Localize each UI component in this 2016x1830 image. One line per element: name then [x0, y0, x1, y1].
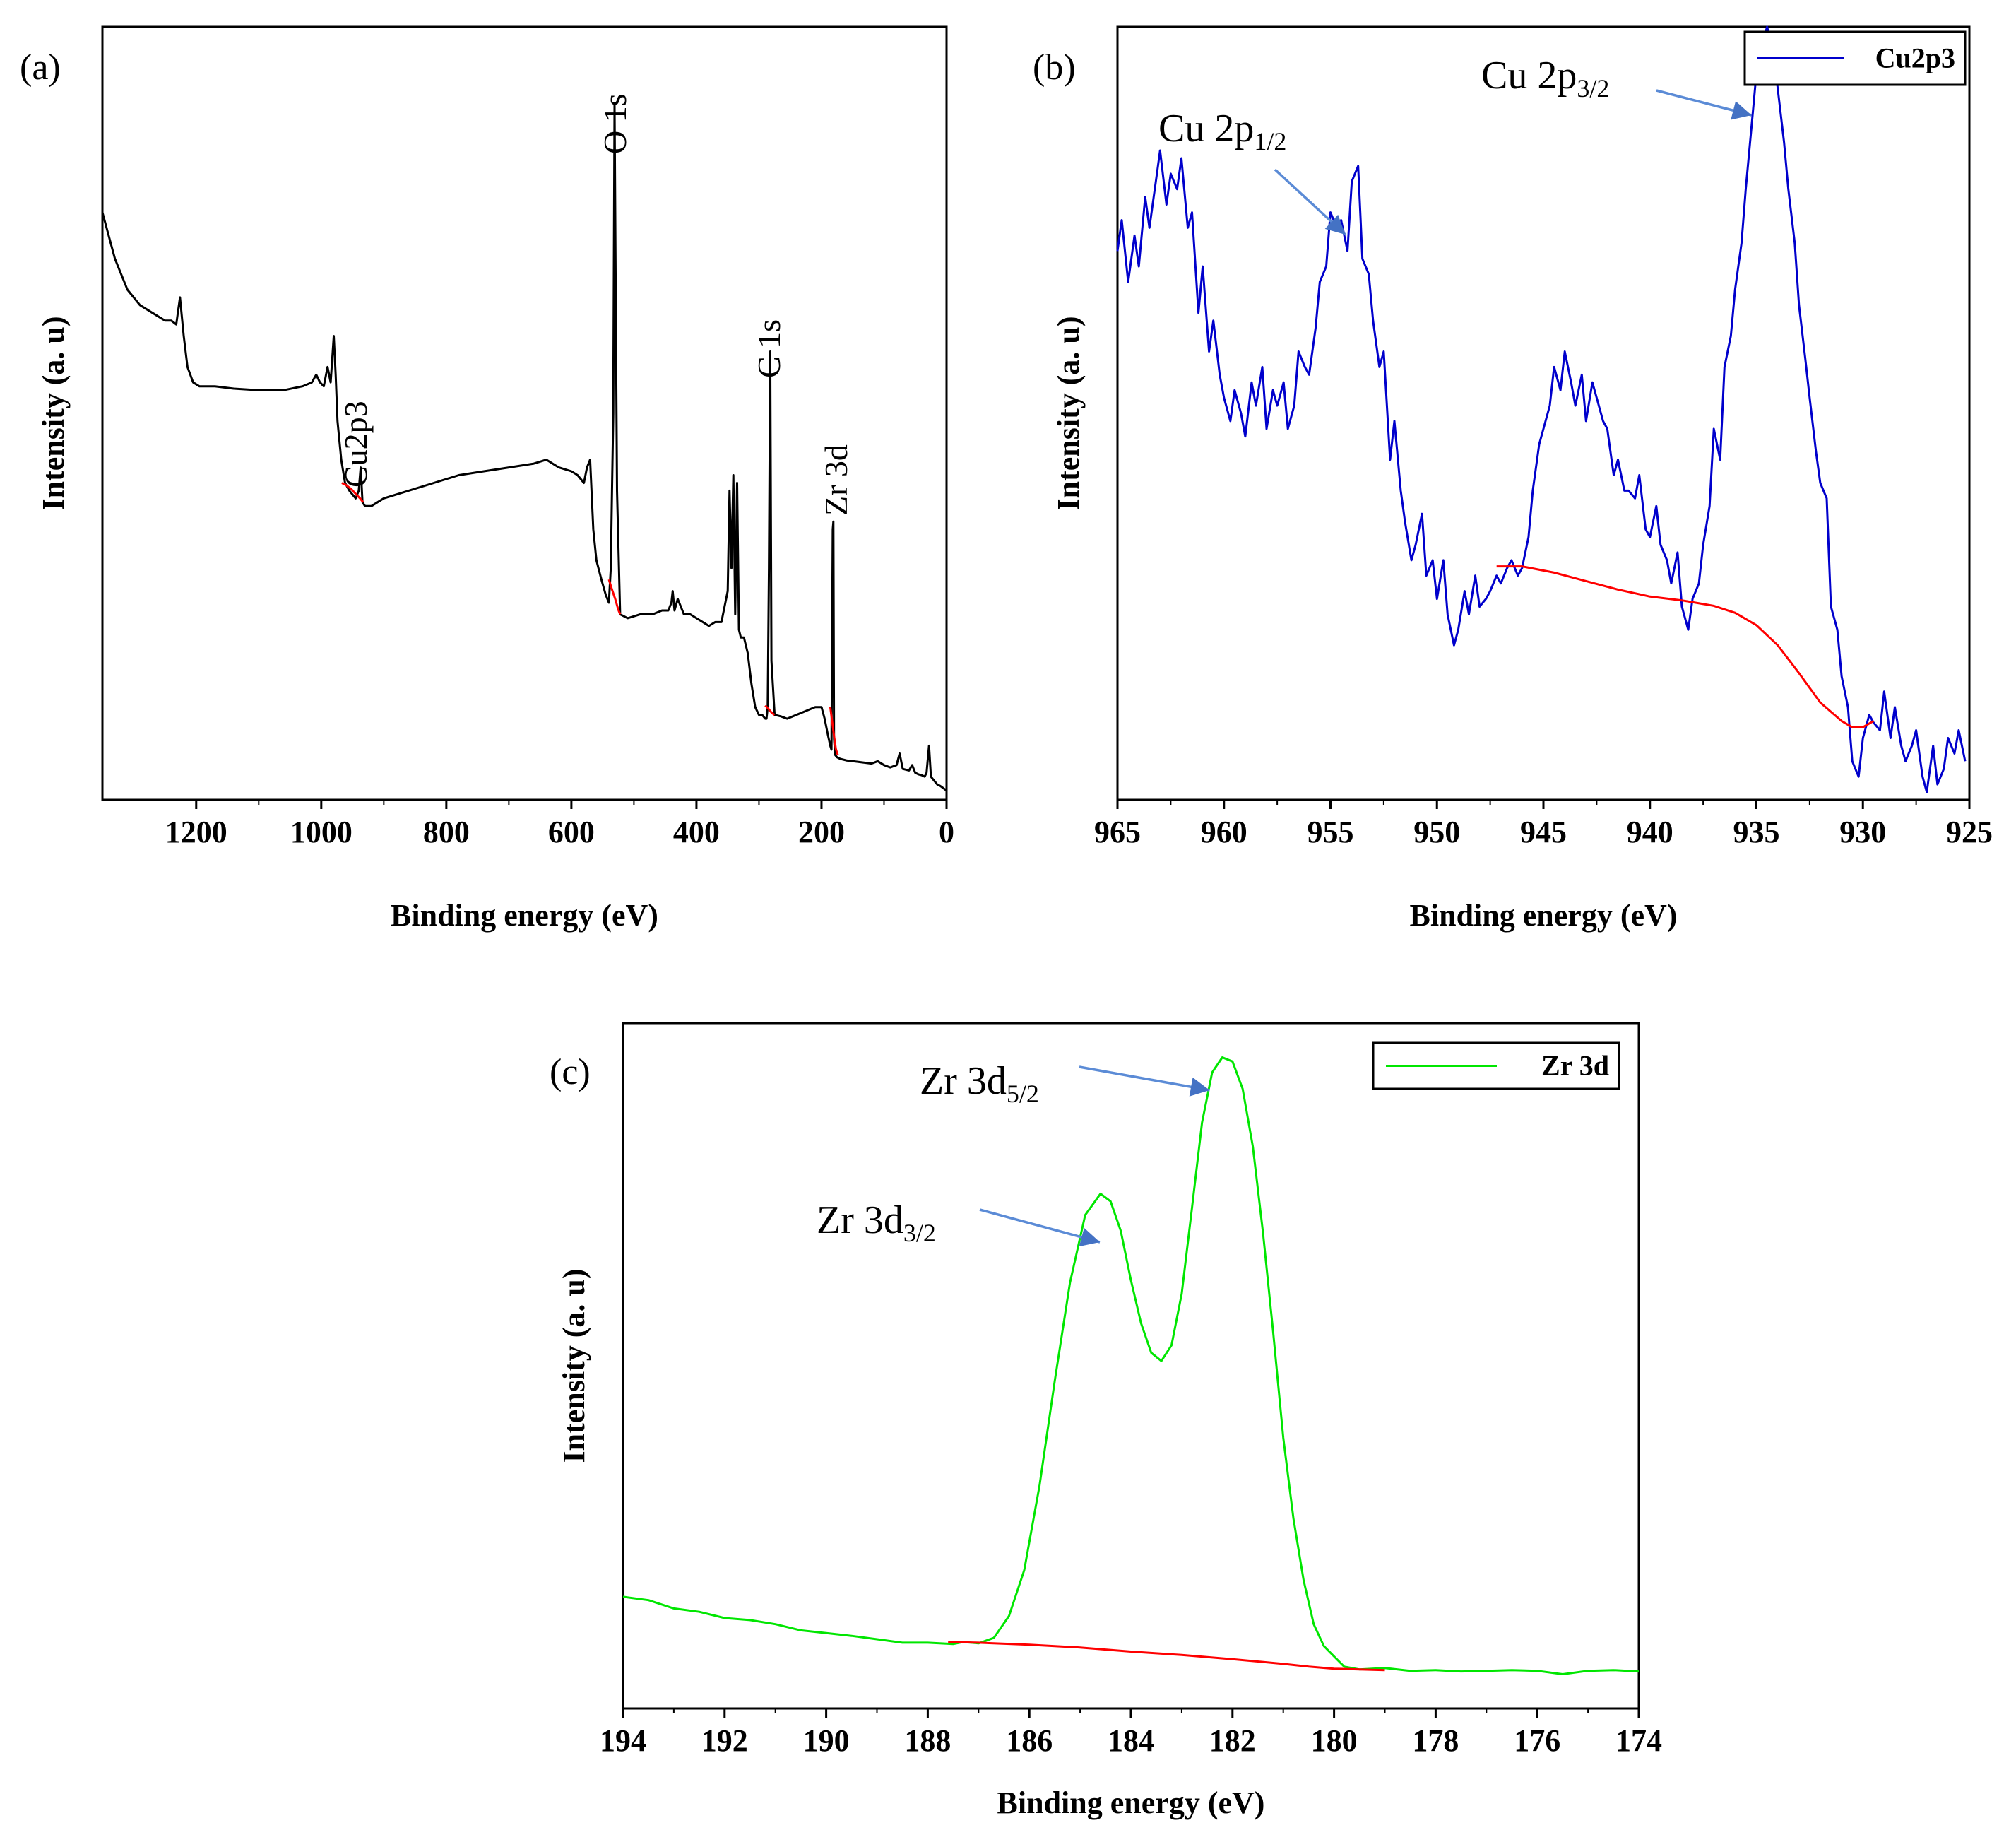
baseline-line-a	[341, 482, 364, 503]
peak-label-subscript: 3/2	[903, 1219, 936, 1247]
peak-label-b: Cu 2p3/2	[1481, 54, 1609, 102]
series-line-c	[622, 1056, 1640, 1675]
baseline-line-a	[607, 579, 622, 615]
y-axis-label-c: Intensity (a. u)	[557, 1268, 591, 1463]
x-tick-label-a: 800	[423, 815, 470, 849]
x-tick-label-c: 178	[1412, 1723, 1459, 1758]
peak-label-subscript: 3/2	[1577, 74, 1609, 102]
annotation-arrowhead-c	[1189, 1077, 1210, 1097]
annotation-arrowhead-b	[1324, 214, 1346, 235]
annotation-arrow-c	[1079, 1065, 1210, 1092]
x-tick-label-b: 950	[1413, 815, 1460, 849]
x-tick-label-b: 945	[1520, 815, 1567, 849]
x-tick-label-b: 940	[1627, 815, 1673, 849]
peak-label-subscript: 5/2	[1007, 1080, 1039, 1108]
peak-label-main: Cu 2p	[1158, 107, 1254, 150]
x-tick-label-b: 935	[1733, 815, 1780, 849]
x-tick-label-c: 174	[1615, 1723, 1662, 1758]
baseline-line-b	[1496, 565, 1875, 728]
panel-c: 194 192 190 188 186 184 182 180 178 176 174 Binding…	[550, 1022, 1662, 1820]
x-axis-label-a: Binding energy (eV)	[391, 898, 658, 933]
x-tick-label-a: 200	[798, 815, 845, 849]
peak-label-a: Cu2p3	[338, 401, 374, 488]
peak-label-main: Cu 2p	[1481, 54, 1577, 98]
baseline-line-c	[948, 1641, 1385, 1672]
x-tick-label-c: 194	[600, 1723, 646, 1758]
series-line-a	[101, 102, 947, 792]
peak-label-a: Zr 3d	[818, 444, 854, 516]
baseline-line-a	[764, 704, 776, 716]
x-tick-label-b: 925	[1946, 815, 1993, 849]
annotation-arrowhead-c	[1079, 1227, 1101, 1247]
peak-label-b: Cu 2p1/2	[1158, 107, 1286, 155]
x-tick-label-c: 186	[1006, 1723, 1053, 1758]
x-axis-label-b: Binding energy (eV)	[1410, 898, 1678, 933]
annotation-arrowhead-b	[1731, 101, 1752, 120]
panel-label-b: (b)	[1033, 47, 1076, 88]
x-tick-label-c: 184	[1108, 1723, 1154, 1758]
x-tick-label-a: 1200	[165, 815, 227, 849]
y-axis-label-b: Intensity (a. u)	[1051, 316, 1086, 510]
peak-label-c: Zr 3d3/2	[817, 1198, 936, 1247]
x-axis-label-c: Binding energy (eV)	[997, 1785, 1265, 1820]
x-tick-label-a: 1000	[290, 815, 352, 849]
annotation-arrow-c	[979, 1208, 1101, 1244]
panel-b: 965 960 955 950 945 940 935 930 925 Binding energ…	[1033, 25, 1993, 933]
peak-label-subscript: 1/2	[1254, 127, 1286, 155]
legend-label-b: Cu2p3	[1875, 42, 1955, 74]
panel-label-a: (a)	[20, 47, 61, 88]
x-tick-label-a: 600	[548, 815, 595, 849]
x-tick-label-c: 192	[701, 1723, 748, 1758]
x-tick-label-c: 180	[1311, 1723, 1358, 1758]
x-tick-label-b: 960	[1201, 815, 1247, 849]
peak-label-main: Zr 3d	[817, 1198, 903, 1242]
series-line-b	[1116, 25, 1967, 793]
x-tick-label-c: 182	[1209, 1723, 1256, 1758]
x-tick-label-b: 955	[1308, 815, 1354, 849]
peak-label-a: O 1s	[597, 93, 633, 154]
x-tick-label-a: 0	[939, 815, 954, 849]
peak-label-main: Zr 3d	[920, 1059, 1007, 1103]
panel-a: 1200 1000 800 600 400 200 0 Binding energy (eV)…	[20, 25, 954, 933]
x-tick-label-b: 965	[1094, 815, 1141, 849]
panel-label-c: (c)	[550, 1052, 591, 1092]
x-tick-label-c: 190	[803, 1723, 850, 1758]
x-tick-label-c: 176	[1514, 1723, 1560, 1758]
peak-label-c: Zr 3d5/2	[920, 1059, 1039, 1108]
plot-frame-a	[101, 25, 948, 801]
peak-label-a: C 1s	[751, 319, 787, 378]
legend-label-c: Zr 3d	[1541, 1050, 1609, 1082]
y-axis-label-a: Intensity (a. u)	[36, 316, 71, 510]
x-tick-label-a: 400	[673, 815, 720, 849]
baseline-line-a	[829, 707, 839, 755]
x-tick-label-b: 930	[1839, 815, 1886, 849]
x-tick-label-c: 188	[904, 1723, 951, 1758]
